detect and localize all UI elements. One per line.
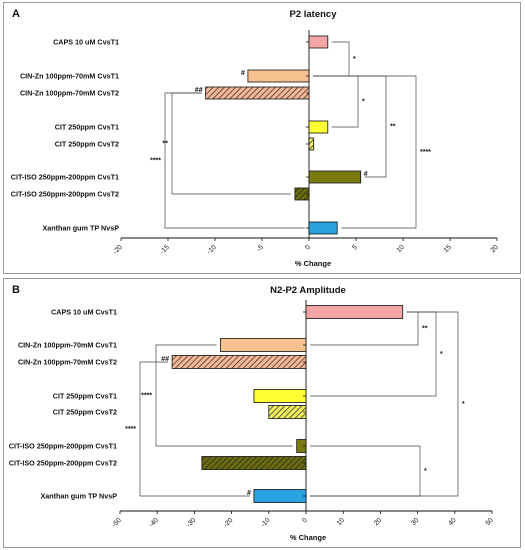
bar bbox=[308, 137, 315, 151]
x-tick-label: -15 bbox=[159, 244, 171, 256]
x-tick-label: 0 bbox=[304, 244, 312, 252]
significance-label: ** bbox=[422, 326, 428, 333]
category-label: CIT 250ppm CvsT1 bbox=[53, 392, 117, 401]
significance-bracket bbox=[313, 75, 417, 229]
category-label: Xanthan gum TP NvsP bbox=[42, 224, 119, 233]
panel-a-frame bbox=[3, 2, 521, 274]
bar bbox=[268, 405, 307, 419]
bar bbox=[305, 305, 404, 319]
x-tick-label: -20 bbox=[223, 517, 235, 529]
significance-label: * bbox=[462, 401, 465, 408]
bar bbox=[201, 456, 307, 470]
x-tick-label: 10 bbox=[336, 517, 346, 527]
x-tick-label: -20 bbox=[112, 244, 124, 256]
significance-label: * bbox=[424, 468, 427, 475]
significance-label: **** bbox=[141, 393, 152, 400]
x-tick-label: -50 bbox=[111, 517, 123, 529]
panel-b-plot: -50 -40 -30 -20 -10 0 10 20 30 40 50 CAPS 10 uM Cvs… bbox=[9, 300, 495, 529]
significance-bracket bbox=[310, 445, 421, 497]
significance-bracket bbox=[171, 92, 291, 195]
significance-label: * bbox=[440, 351, 443, 358]
x-tick-label: -10 bbox=[260, 517, 272, 529]
significance-label: * bbox=[362, 99, 365, 106]
x-tick-label: 20 bbox=[490, 244, 500, 254]
significance-bracket bbox=[310, 311, 437, 397]
panel-a-plot: -20 -15 -10 -5 0 5 10 15 20 CAPS 10 uM CvsT1 CIN-Z… bbox=[11, 30, 500, 256]
category-label: CIN-Zn 100ppm-70mM CvsT2 bbox=[18, 358, 117, 367]
bar bbox=[308, 170, 362, 184]
bar bbox=[253, 489, 307, 503]
x-tick-label: -5 bbox=[256, 244, 265, 253]
panel-a-title: P2 latency bbox=[290, 9, 338, 20]
category-label: CIT-ISO 250ppm-200ppm CvsT1 bbox=[11, 173, 119, 182]
category-label: CIT 250ppm CvsT2 bbox=[55, 140, 119, 149]
significance-label: ** bbox=[163, 141, 169, 148]
panel-b-frame bbox=[3, 278, 521, 548]
x-tick-label: 0 bbox=[301, 517, 309, 525]
category-label: CIT-ISO 250ppm-200ppm CvsT2 bbox=[9, 459, 117, 468]
bar bbox=[308, 120, 329, 134]
significance-label: **** bbox=[150, 158, 161, 165]
bar-mark: # bbox=[247, 490, 251, 497]
category-label: CIN-Zn 100ppm-70mM CvsT1 bbox=[18, 341, 117, 350]
x-tick-label: 20 bbox=[373, 517, 383, 527]
panel-b-xlabel: % Change bbox=[290, 533, 326, 542]
bar-mark: # bbox=[364, 171, 368, 178]
category-label: CIN-Zn 100ppm-70mM CvsT2 bbox=[20, 89, 119, 98]
significance-label: **** bbox=[125, 426, 136, 433]
x-tick-label: 10 bbox=[396, 244, 406, 254]
significance-label: **** bbox=[420, 149, 431, 156]
bar-mark: # bbox=[241, 70, 245, 77]
bar bbox=[308, 221, 338, 235]
bar bbox=[171, 355, 307, 369]
x-tick-label: -30 bbox=[185, 517, 197, 529]
panel-b-label: B bbox=[12, 284, 20, 296]
significance-bracket bbox=[139, 361, 250, 497]
category-label: CIT 250ppm CvsT1 bbox=[55, 123, 119, 132]
bar bbox=[247, 69, 310, 83]
category-label: CIT 250ppm CvsT2 bbox=[53, 408, 117, 417]
significance-bracket bbox=[313, 75, 359, 128]
x-tick-label: 30 bbox=[410, 517, 420, 527]
panel-a-xlabel: % Change bbox=[295, 259, 331, 268]
category-label: Xanthan gum TP NvsP bbox=[40, 492, 117, 501]
significance-bracket bbox=[164, 92, 305, 229]
category-label: CIT-ISO 250ppm-200ppm CvsT2 bbox=[11, 190, 119, 199]
category-label: CIT-ISO 250ppm-200ppm CvsT1 bbox=[9, 442, 117, 451]
x-tick-label: 40 bbox=[447, 517, 457, 527]
bar bbox=[308, 35, 329, 49]
x-tick-label: 50 bbox=[485, 517, 495, 527]
x-tick-label: 5 bbox=[351, 244, 359, 252]
x-tick-label: -10 bbox=[206, 244, 218, 256]
category-label: CAPS 10 uM CvsT1 bbox=[53, 38, 119, 47]
significance-label: ** bbox=[390, 124, 396, 131]
bar-mark: ## bbox=[161, 356, 169, 363]
significance-label: * bbox=[353, 56, 356, 63]
panel-b-title: N2-P2 Amplitude bbox=[270, 285, 346, 296]
bar-mark: ## bbox=[195, 87, 203, 94]
x-tick-label: -40 bbox=[148, 517, 160, 529]
category-label: CAPS 10 uM CvsT1 bbox=[51, 308, 117, 317]
bar bbox=[205, 86, 310, 100]
category-label: CIN-Zn 100ppm-70mM CvsT1 bbox=[20, 72, 119, 81]
x-tick-label: 15 bbox=[443, 244, 453, 254]
bar bbox=[253, 389, 307, 403]
significance-bracket bbox=[155, 344, 293, 447]
panel-a-label: A bbox=[12, 8, 20, 20]
bar bbox=[220, 338, 307, 352]
